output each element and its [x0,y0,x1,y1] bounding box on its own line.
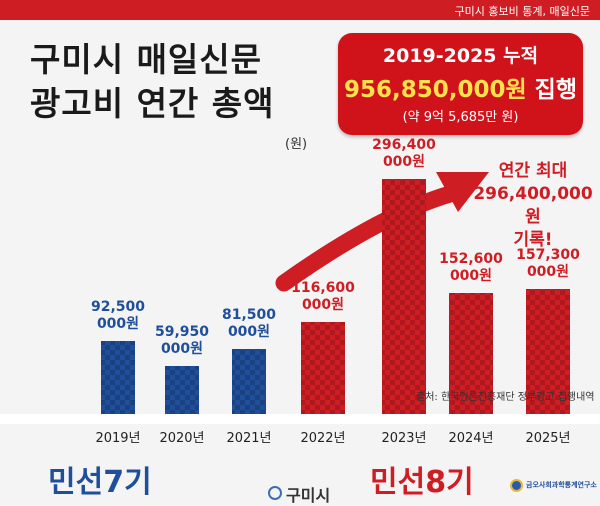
total-callout: 2019-2025 누적 956,850,000원 집행 (약 9억 5,685… [338,33,583,135]
value-label-1: 59,950 000원 [155,324,209,357]
x-tick-label-2: 2021년 [226,431,271,446]
bar-2022년 [301,322,345,414]
bar-2023년 [382,179,426,414]
institute-logo-text: 금오사회과학통계연구소 [526,481,597,489]
value-label-2: 81,500 000원 [222,307,276,340]
x-tick-label-1: 2020년 [159,431,204,446]
bar-2021년 [232,349,266,414]
callout-amount: 956,850,000원 [344,77,527,103]
trend-arrow-icon [275,172,489,292]
callout-note: (약 9억 5,685만 원) [402,110,519,125]
bar-2020년 [165,366,199,414]
gumi-logo: 구미시 [268,480,338,505]
max-annotation: 연간 최대 296,400,000원 기록! [468,160,598,252]
bar-2025년 [526,289,570,414]
callout-suffix: 집행 [526,77,577,103]
era-label-7: 민선7기 [48,465,152,500]
annotation-line2: 296,400,000원 [473,184,593,227]
annotation-line3: 기록! [513,230,553,250]
value-label-3: 116,600 000원 [291,280,355,313]
gumi-logo-text: 구미시 [286,486,331,505]
x-tick-label-5: 2024년 [448,431,493,446]
era-label-8: 민선8기 [370,465,474,500]
institute-logo: 금오사회과학통계연구소 [510,476,600,500]
bar-2024년 [449,293,493,414]
x-tick-label-4: 2023년 [381,431,426,446]
bar-2019년 [101,341,135,414]
callout-total: 956,850,000원 집행 [338,70,583,104]
value-label-6: 157,300 000원 [516,247,580,280]
top-banner: 구미시 홍보비 통계, 매일신문 [0,0,600,20]
source-note: 출처: 한국언론진흥재단 정부광고 집행내역 [416,392,595,403]
page-title: 구미시 매일신문 광고비 연간 총액 [30,40,275,123]
value-label-5: 152,600 000원 [439,251,503,284]
institute-emblem-icon [510,479,523,492]
chart-baseline [0,414,600,424]
value-label-0: 92,500 000원 [91,299,145,332]
header-credit: 구미시 홍보비 통계, 매일신문 [454,5,590,18]
x-tick-label-0: 2019년 [95,431,140,446]
callout-period: 2019-2025 누적 [382,45,539,67]
gumi-emblem-icon [268,486,282,500]
annotation-line1: 연간 최대 [498,161,568,181]
value-label-4: 296,400 000원 [372,137,436,170]
x-tick-label-6: 2025년 [525,431,570,446]
unit-label: (원) [285,137,308,152]
x-tick-label-3: 2022년 [300,431,345,446]
